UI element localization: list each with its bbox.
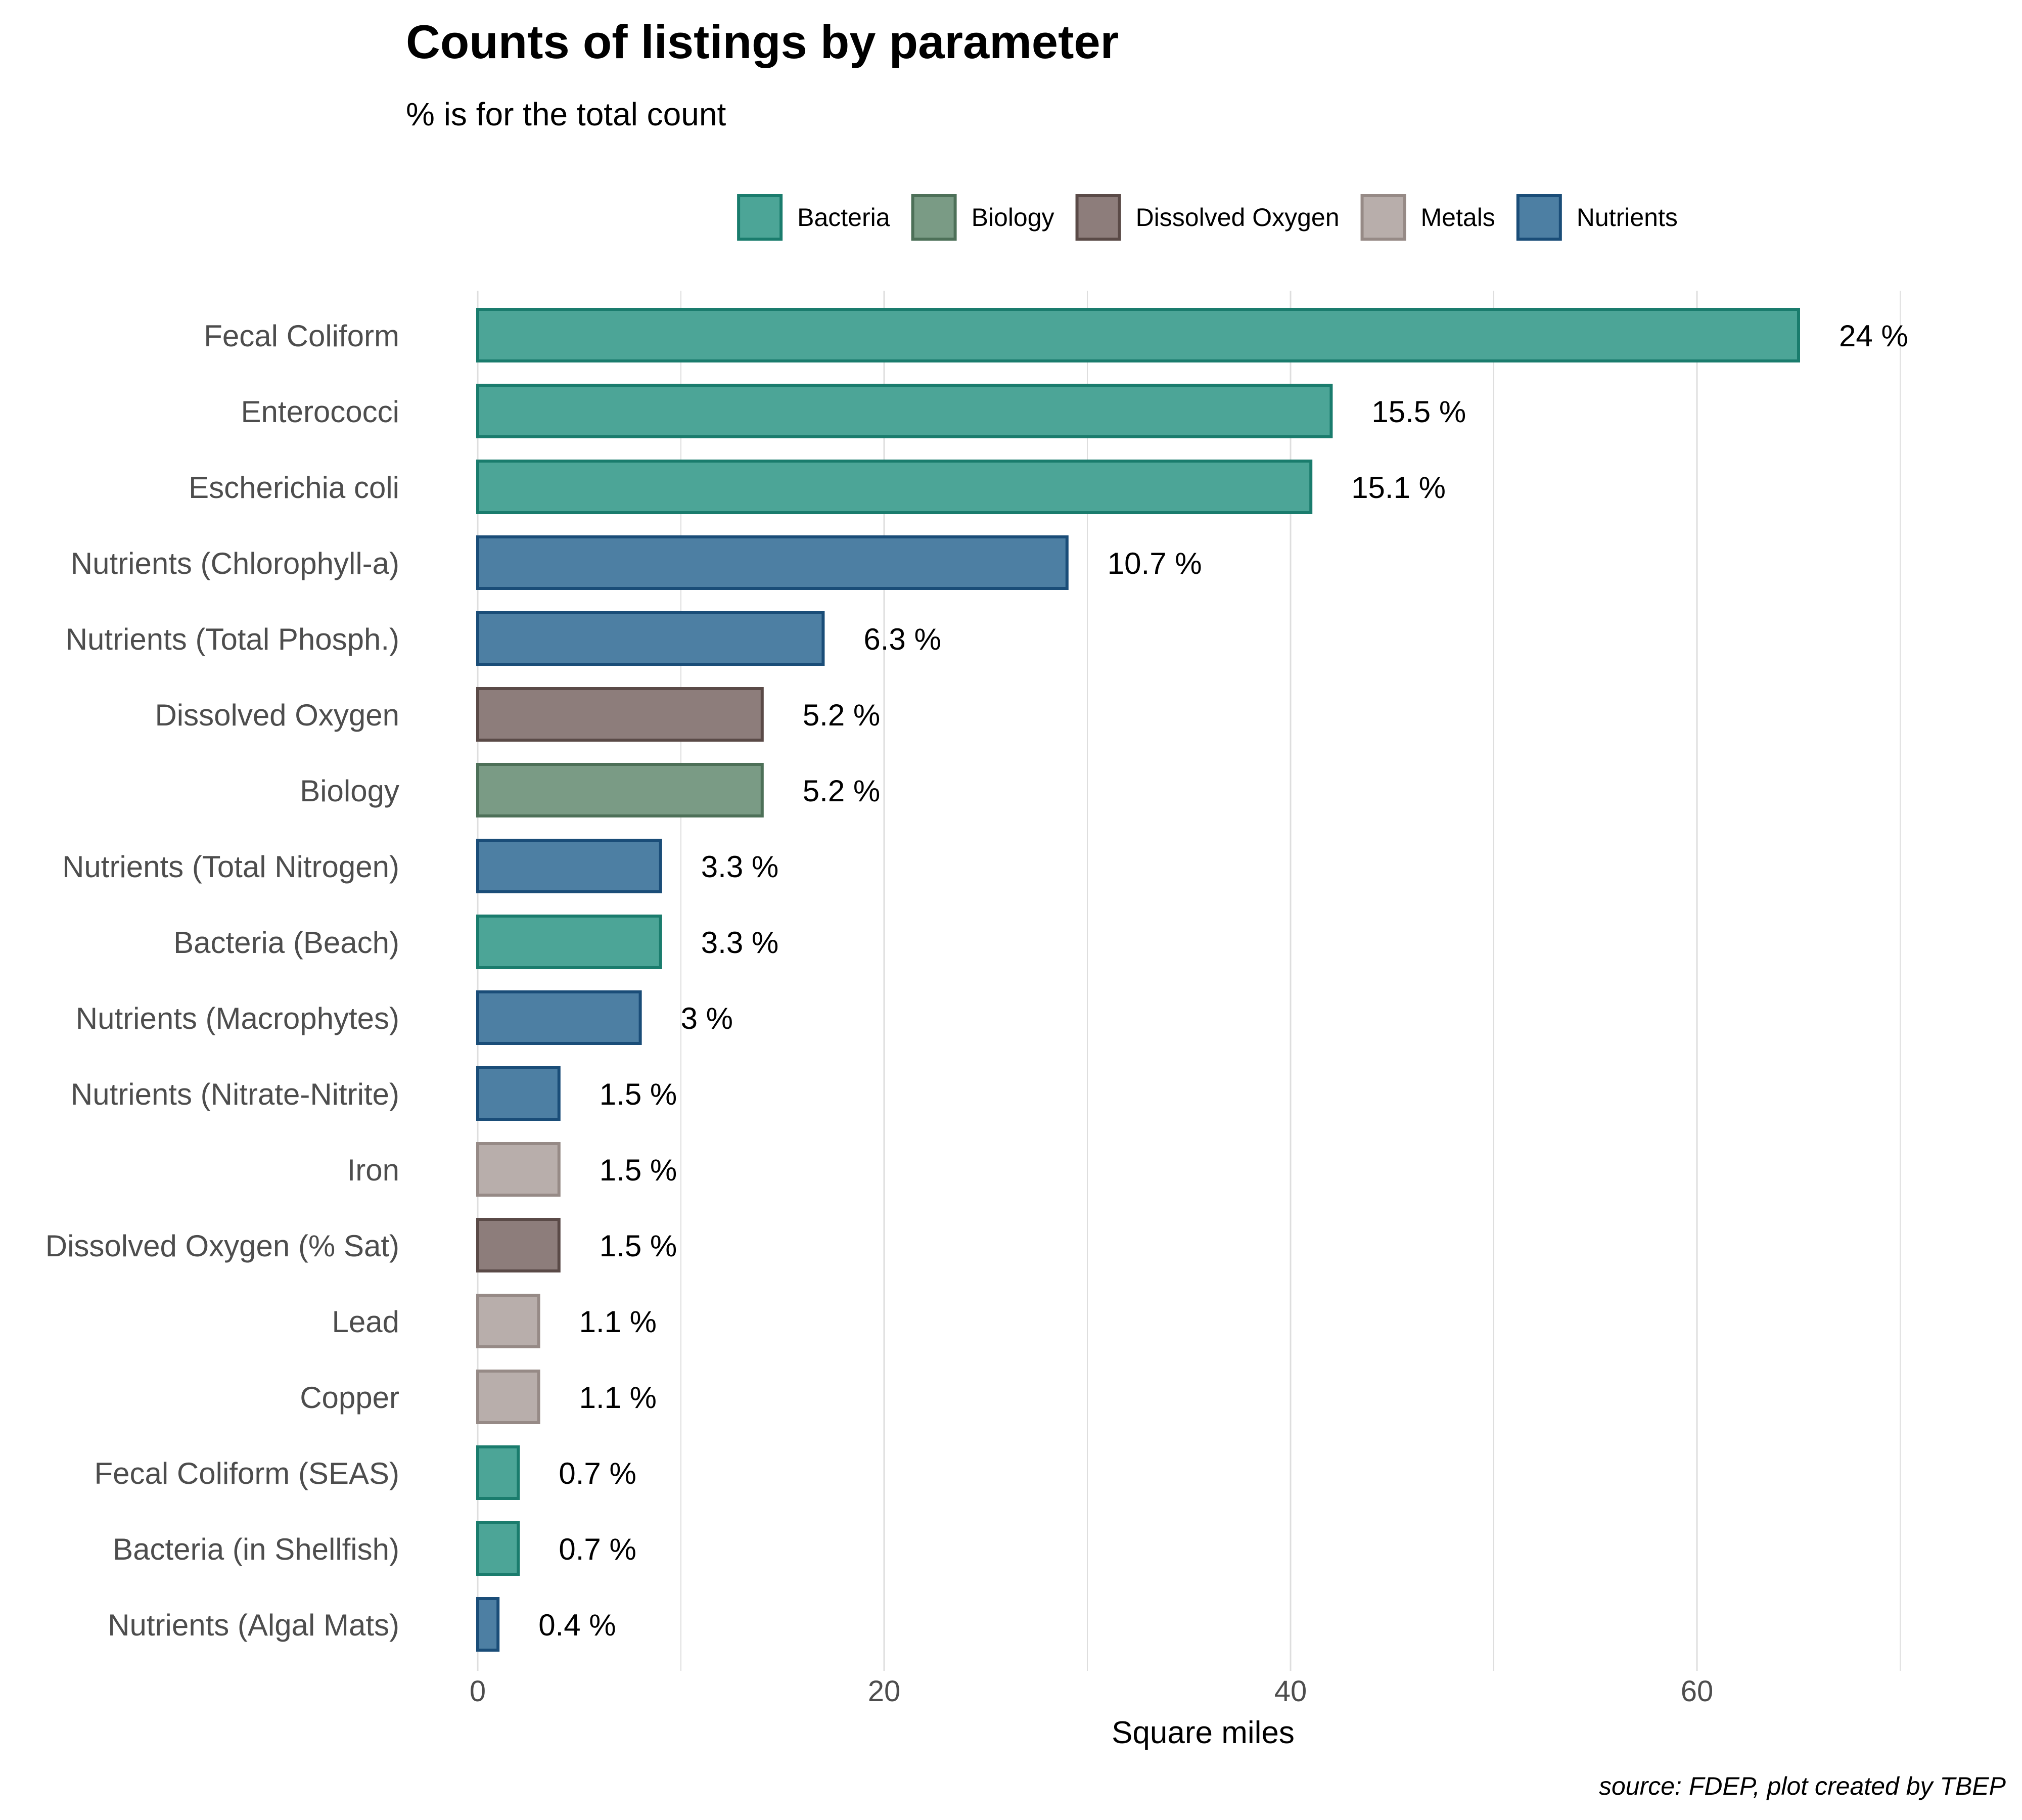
legend-key bbox=[1075, 194, 1121, 241]
category-label: Lead bbox=[332, 1305, 399, 1339]
bar-dissolved-oxygen bbox=[476, 687, 764, 742]
legend-key bbox=[1360, 194, 1406, 241]
category-label: Bacteria (in Shellfish) bbox=[113, 1532, 399, 1566]
value-label: 15.1 % bbox=[1351, 471, 1446, 505]
legend-key bbox=[737, 194, 783, 241]
legend-label: Biology bbox=[972, 203, 1054, 232]
bar-bacteria-in-shellfish bbox=[476, 1521, 520, 1576]
value-label: 0.4 % bbox=[538, 1608, 616, 1642]
value-label: 5.2 % bbox=[803, 698, 880, 732]
value-label: 10.7 % bbox=[1108, 547, 1202, 580]
category-label: Biology bbox=[300, 774, 399, 808]
category-label: Nutrients (Total Phosph.) bbox=[66, 622, 399, 656]
x-tick-label: 0 bbox=[470, 1675, 486, 1708]
caption: source: FDEP, plot created by TBEP bbox=[1599, 1772, 2006, 1800]
category-label: Nutrients (Total Nitrogen) bbox=[62, 850, 399, 884]
category-label: Dissolved Oxygen bbox=[155, 698, 399, 732]
category-label: Enterococci bbox=[241, 395, 399, 429]
value-label: 15.5 % bbox=[1371, 395, 1466, 429]
legend-label: Nutrients bbox=[1577, 203, 1678, 232]
legend-item-bacteria: Bacteria bbox=[737, 194, 890, 241]
value-label: 1.1 % bbox=[579, 1305, 657, 1339]
bar-dissolved-oxygen-sat bbox=[476, 1218, 561, 1272]
category-labels: Fecal Coliform Enterococci Escherichia col… bbox=[45, 319, 399, 1642]
legend-item-dissolved-oxygen: Dissolved Oxygen bbox=[1075, 194, 1340, 241]
legend: Bacteria Biology Dissolved Oxygen Metals Nut… bbox=[737, 194, 1678, 241]
bar-nutrients-macrophytes bbox=[476, 990, 642, 1045]
bar-fecal-coliform bbox=[476, 308, 1800, 362]
bar-lead bbox=[476, 1294, 540, 1348]
legend-item-nutrients: Nutrients bbox=[1516, 194, 1678, 241]
chart-subtitle: % is for the total count bbox=[406, 96, 726, 132]
bars bbox=[476, 308, 1800, 1652]
bar-nutrients-nitrate-nitrite bbox=[476, 1066, 561, 1121]
category-label: Dissolved Oxygen (% Sat) bbox=[45, 1229, 399, 1263]
legend-label: Bacteria bbox=[797, 203, 890, 232]
value-label: 3.3 % bbox=[701, 926, 778, 960]
x-tick-label: 40 bbox=[1274, 1675, 1307, 1708]
category-label: Nutrients (Macrophytes) bbox=[76, 1002, 399, 1035]
category-label: Nutrients (Chlorophyll-a) bbox=[71, 547, 399, 580]
value-label: 3.3 % bbox=[701, 850, 778, 884]
bar-enterococci bbox=[476, 384, 1333, 438]
bar-bacteria-beach bbox=[476, 915, 662, 969]
category-label: Bacteria (Beach) bbox=[173, 926, 399, 960]
value-label: 1.5 % bbox=[600, 1229, 677, 1263]
value-label: 5.2 % bbox=[803, 774, 880, 808]
value-labels: 24 % 15.5 % 15.1 % 10.7 % 6.3 % 5.2 % 5.2 % 3.3… bbox=[538, 319, 1908, 1642]
legend-item-metals: Metals bbox=[1360, 194, 1495, 241]
gridlines bbox=[477, 291, 1901, 1671]
value-label: 3 % bbox=[681, 1002, 733, 1035]
value-label: 1.1 % bbox=[579, 1381, 657, 1415]
legend-key bbox=[1516, 194, 1562, 241]
value-label: 1.5 % bbox=[600, 1153, 677, 1187]
bar-nutrients-total-nitrogen bbox=[476, 839, 662, 893]
category-label: Nutrients (Algal Mats) bbox=[108, 1608, 399, 1642]
legend-label: Dissolved Oxygen bbox=[1136, 203, 1340, 232]
x-tick-label: 60 bbox=[1681, 1675, 1714, 1708]
bar-copper bbox=[476, 1370, 540, 1424]
category-label: Iron bbox=[347, 1153, 399, 1187]
value-label: 1.5 % bbox=[600, 1077, 677, 1111]
legend-item-biology: Biology bbox=[911, 194, 1054, 241]
legend-key bbox=[911, 194, 957, 241]
bar-iron bbox=[476, 1142, 561, 1197]
category-label: Fecal Coliform bbox=[204, 319, 399, 353]
category-label: Nutrients (Nitrate-Nitrite) bbox=[71, 1077, 399, 1111]
bar-fecal-coliform-seas bbox=[476, 1445, 520, 1500]
value-label: 0.7 % bbox=[559, 1532, 636, 1566]
bar-escherichia-coli bbox=[476, 460, 1313, 514]
bar-nutrients-chlorophyll-a bbox=[476, 535, 1069, 590]
chart-title: Counts of listings by parameter bbox=[406, 15, 1119, 68]
legend-label: Metals bbox=[1421, 203, 1495, 232]
bar-nutrients-algal-mats bbox=[476, 1597, 500, 1652]
x-axis-label: Square miles bbox=[1112, 1715, 1295, 1750]
category-label: Copper bbox=[300, 1381, 399, 1415]
category-label: Fecal Coliform (SEAS) bbox=[95, 1457, 399, 1490]
value-label: 24 % bbox=[1839, 319, 1908, 353]
x-tick-label: 20 bbox=[868, 1675, 901, 1708]
value-label: 0.7 % bbox=[559, 1457, 636, 1490]
bar-nutrients-total-phosph bbox=[476, 611, 825, 666]
bar-biology bbox=[476, 763, 764, 817]
x-axis-ticks: 0 20 40 60 bbox=[470, 1675, 1713, 1708]
category-label: Escherichia coli bbox=[189, 471, 399, 505]
value-label: 6.3 % bbox=[863, 622, 941, 656]
